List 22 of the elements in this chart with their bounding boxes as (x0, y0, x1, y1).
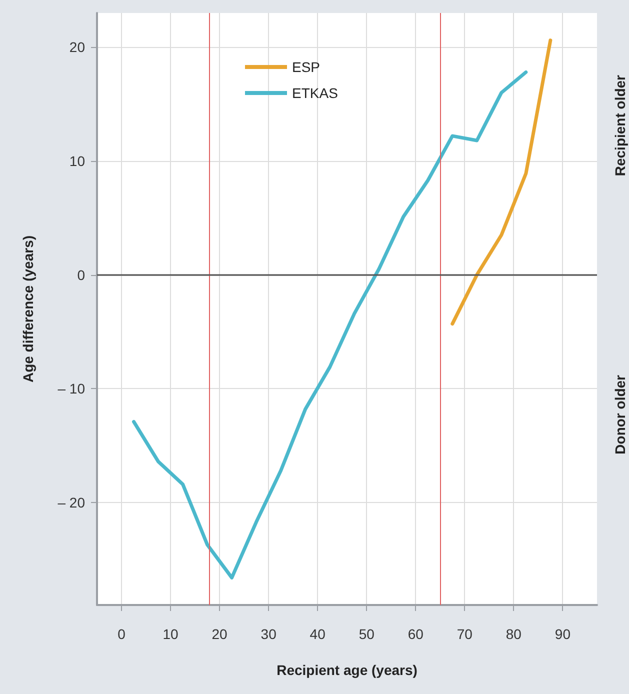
x-tick-label: 20 (212, 626, 228, 642)
text: Donor older (612, 374, 628, 454)
y-tick-label: – 10 (58, 380, 86, 397)
x-tick-label: 80 (506, 626, 522, 642)
x-tick-label: 10 (162, 626, 179, 642)
x-tick-label: 40 (310, 626, 326, 642)
y-tick-label: – 20 (58, 494, 86, 511)
y-axis-title: Age difference (years) (20, 235, 36, 383)
x-axis-title: Recipient age (years) (276, 662, 418, 678)
x-tick-label: 0 (118, 626, 126, 642)
y-tick-label: 0 (77, 266, 86, 283)
y-tick-label: 20 (69, 39, 86, 56)
legend-label: ESP (292, 59, 320, 75)
x-tick-label: 60 (408, 626, 424, 642)
x-tick-label: 30 (260, 626, 277, 642)
x-tick-label: 90 (554, 626, 571, 642)
x-tick-label: 70 (456, 626, 473, 642)
y-tick-label: 10 (69, 153, 86, 169)
x-tick-label: 50 (358, 626, 375, 642)
line-series (450, 38, 552, 326)
text: Recipient older (612, 74, 628, 176)
legend-label: ETKAS (292, 85, 338, 101)
